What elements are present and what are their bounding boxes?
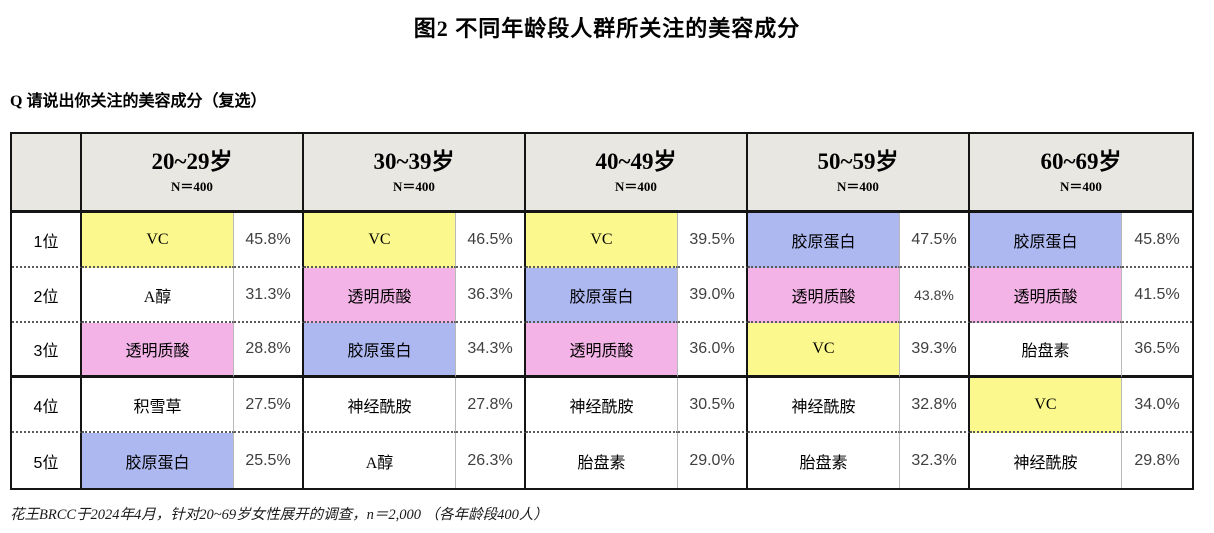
sample-size-label: N＝400 bbox=[171, 178, 213, 194]
ingredient-cell: 胎盘素 bbox=[970, 323, 1122, 378]
ingredient-cell: 神经酰胺 bbox=[526, 378, 678, 433]
percent-cell: 34.0% bbox=[1122, 378, 1192, 433]
percent-cell: 41.5% bbox=[1122, 268, 1192, 323]
percent-cell: 25.5% bbox=[234, 433, 304, 488]
rank-label: 1位 bbox=[12, 213, 82, 268]
ingredient-cell: 胶原蛋白 bbox=[748, 213, 900, 268]
sample-size-label: N＝400 bbox=[837, 178, 879, 194]
rank-label: 2位 bbox=[12, 268, 82, 323]
percent-cell: 46.5% bbox=[456, 213, 526, 268]
percent-cell: 32.3% bbox=[900, 433, 970, 488]
sample-size-label: N＝400 bbox=[615, 178, 657, 194]
rank-label: 4位 bbox=[12, 378, 82, 433]
ingredient-cell: VC bbox=[748, 323, 900, 378]
percent-cell: 30.5% bbox=[678, 378, 748, 433]
column-header-30-39: 30~39岁 N＝400 bbox=[304, 134, 526, 213]
ingredient-cell: 透明质酸 bbox=[970, 268, 1122, 323]
percent-cell: 28.8% bbox=[234, 323, 304, 378]
ingredient-cell: VC bbox=[970, 378, 1122, 433]
ingredient-cell: 神经酰胺 bbox=[304, 378, 456, 433]
age-group-label: 20~29岁 bbox=[151, 149, 233, 175]
sample-size-label: N＝400 bbox=[393, 178, 435, 194]
percent-cell: 45.8% bbox=[234, 213, 304, 268]
ingredient-cell: 胶原蛋白 bbox=[304, 323, 456, 378]
ingredient-cell: 神经酰胺 bbox=[970, 433, 1122, 488]
ingredient-cell: A醇 bbox=[304, 433, 456, 488]
percent-cell: 39.5% bbox=[678, 213, 748, 268]
age-group-label: 50~59岁 bbox=[817, 149, 899, 175]
ingredient-cell: 透明质酸 bbox=[526, 323, 678, 378]
age-group-label: 40~49岁 bbox=[595, 149, 677, 175]
survey-question: Q 请说出你关注的美容成分（复选） bbox=[10, 93, 267, 110]
ingredient-cell: 胎盘素 bbox=[526, 433, 678, 488]
ingredient-cell: 胶原蛋白 bbox=[82, 433, 234, 488]
rank-label: 5位 bbox=[12, 433, 82, 488]
table-corner-cell bbox=[12, 134, 82, 213]
percent-cell: 27.8% bbox=[456, 378, 526, 433]
age-group-label: 30~39岁 bbox=[373, 149, 455, 175]
percent-cell: 34.3% bbox=[456, 323, 526, 378]
ingredient-cell: A醇 bbox=[82, 268, 234, 323]
percent-cell: 32.8% bbox=[900, 378, 970, 433]
column-header-40-49: 40~49岁 N＝400 bbox=[526, 134, 748, 213]
percent-cell: 27.5% bbox=[234, 378, 304, 433]
percent-cell: 36.5% bbox=[1122, 323, 1192, 378]
percent-cell: 29.0% bbox=[678, 433, 748, 488]
percent-cell: 39.0% bbox=[678, 268, 748, 323]
percent-cell: 43.8% bbox=[900, 268, 970, 323]
ingredient-cell: 透明质酸 bbox=[748, 268, 900, 323]
ingredient-cell: VC bbox=[526, 213, 678, 268]
rank-label: 3位 bbox=[12, 323, 82, 378]
column-header-20-29: 20~29岁 N＝400 bbox=[82, 134, 304, 213]
figure-title: 图2 不同年龄段人群所关注的美容成分 bbox=[413, 16, 801, 41]
percent-cell: 31.3% bbox=[234, 268, 304, 323]
ingredient-cell: VC bbox=[82, 213, 234, 268]
sample-size-label: N＝400 bbox=[1060, 178, 1102, 194]
percent-cell: 29.8% bbox=[1122, 433, 1192, 488]
percent-cell: 36.3% bbox=[456, 268, 526, 323]
percent-cell: 47.5% bbox=[900, 213, 970, 268]
ingredient-cell: 胶原蛋白 bbox=[526, 268, 678, 323]
ranking-table: 20~29岁 N＝400 30~39岁 N＝400 40~49岁 N＝400 5… bbox=[10, 132, 1194, 490]
percent-cell: 36.0% bbox=[678, 323, 748, 378]
ingredient-cell: 积雪草 bbox=[82, 378, 234, 433]
percent-cell: 45.8% bbox=[1122, 213, 1192, 268]
source-footnote: 花王BRCC于2024年4月，针对20~69岁女性展开的调查，n＝2,000 （… bbox=[10, 507, 548, 523]
percent-cell: 39.3% bbox=[900, 323, 970, 378]
ingredient-cell: 神经酰胺 bbox=[748, 378, 900, 433]
ingredient-cell: 透明质酸 bbox=[82, 323, 234, 378]
ingredient-cell: 胶原蛋白 bbox=[970, 213, 1122, 268]
age-group-label: 60~69岁 bbox=[1040, 149, 1122, 175]
ingredient-cell: VC bbox=[304, 213, 456, 268]
column-header-60-69: 60~69岁 N＝400 bbox=[970, 134, 1192, 213]
ingredient-cell: 透明质酸 bbox=[304, 268, 456, 323]
ingredient-cell: 胎盘素 bbox=[748, 433, 900, 488]
column-header-50-59: 50~59岁 N＝400 bbox=[748, 134, 970, 213]
percent-cell: 26.3% bbox=[456, 433, 526, 488]
